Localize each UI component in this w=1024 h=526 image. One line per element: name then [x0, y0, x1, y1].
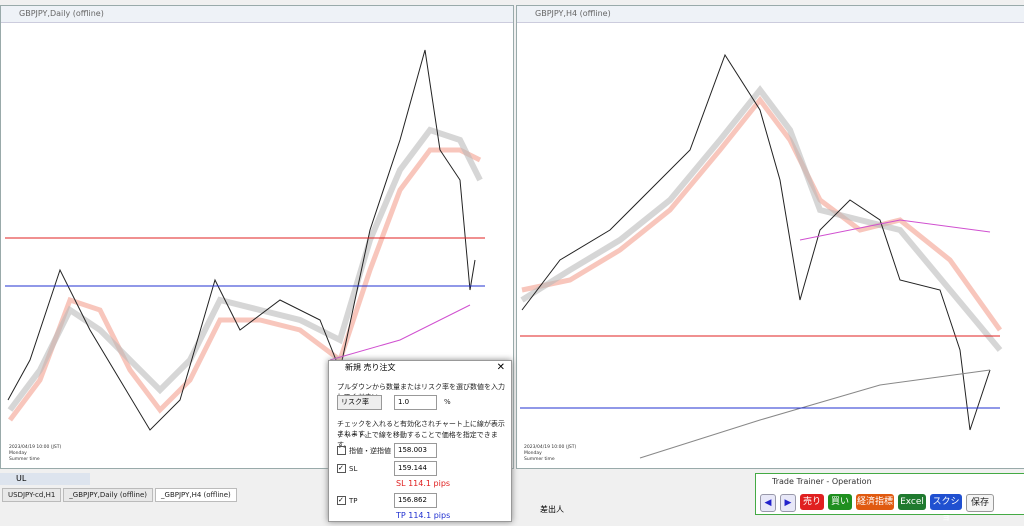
ma	[799, 219, 991, 241]
entry-label: 指値・逆指値	[349, 447, 391, 455]
ma	[639, 369, 991, 459]
save-button[interactable]: 保存	[966, 494, 994, 512]
ma-band	[8, 147, 482, 422]
tab-bar: USDJPY-cd,H1 _GBPJPY,Daily (offline) _GB…	[2, 488, 237, 502]
chart-info: Monday	[524, 450, 542, 456]
chart-window: GBPJPY,Daily (offline)	[0, 5, 514, 469]
chart-window: GBPJPY,H4 (offline)	[516, 5, 1024, 469]
order-dialog: 新規 売り注文 ✕ プルダウンから数量またはリスク率を選び数値を入力してください…	[328, 360, 512, 522]
risk-input[interactable]: 1.0	[394, 395, 437, 410]
note: チェックを入れると有効化されチャート上に線が表示されます。	[337, 420, 505, 438]
prev-button[interactable]: ◀	[760, 494, 776, 512]
window-title: Trade Trainer - Operation	[772, 477, 872, 486]
charts: 2023/04/19 10:00 (JST) Monday Summer tim…	[5, 49, 1003, 462]
footer-text: 差出人	[540, 505, 564, 514]
sl-checkbox[interactable]: ✓	[337, 464, 346, 473]
ma-band	[521, 95, 1003, 332]
sl-input[interactable]: 159.144	[394, 461, 437, 476]
price	[521, 53, 991, 431]
minimized-window[interactable]: UL	[0, 473, 90, 485]
tp-checkbox[interactable]: ✓	[337, 496, 346, 505]
next-button[interactable]: ▶	[780, 494, 796, 512]
chart-info: 2023/04/19 10:00 (JST)	[9, 444, 61, 450]
buy-button[interactable]: 買い	[828, 494, 852, 510]
mode-select[interactable]: リスク率	[337, 395, 382, 410]
note: チャート上で線を移動することで価格を指定できます。	[337, 431, 498, 449]
screenshot-button[interactable]: スクショ	[930, 494, 962, 523]
tab[interactable]: USDJPY-cd,H1	[2, 488, 62, 502]
ma-band	[520, 85, 1003, 352]
chart-info: Summer time	[524, 456, 555, 462]
window-title: GBPJPY,H4 (offline)	[517, 6, 1024, 23]
chart-info: Monday	[9, 450, 27, 456]
sell-button[interactable]: 売り	[800, 494, 824, 510]
tab[interactable]: _GBPJPY,H4 (offline)	[155, 488, 237, 502]
sl-pips: SL 114.1 pips	[396, 479, 451, 488]
sl-label: SL	[349, 465, 358, 473]
tp-label: TP	[349, 497, 358, 505]
tp-input[interactable]: 156.862	[394, 493, 437, 508]
window-title: GBPJPY,Daily (offline)	[1, 6, 513, 23]
calendar-button[interactable]: 経済指標	[856, 494, 894, 510]
screen: {"windows":[{"title":"GBPJPY,Daily (offl…	[0, 5, 1024, 523]
excel-button[interactable]: Excel	[898, 494, 926, 510]
dialog-title: 新規 売り注文	[345, 363, 396, 372]
price	[7, 49, 476, 431]
tab[interactable]: _GBPJPY,Daily (offline)	[63, 488, 154, 502]
chart-info: Summer time	[9, 456, 40, 462]
entry-input[interactable]: 158.003	[394, 443, 437, 458]
trade-trainer: Trade Trainer - Operation ◀ ▶ 売り 買い 経済指標…	[755, 473, 1024, 523]
tp-pips: TP 114.1 pips	[396, 511, 451, 520]
close-button[interactable]: ✕	[496, 362, 505, 373]
ma	[329, 304, 471, 361]
entry-checkbox[interactable]	[337, 446, 346, 455]
chart-info: 2023/04/19 10:00 (JST)	[524, 444, 576, 450]
unit: %	[444, 398, 451, 406]
